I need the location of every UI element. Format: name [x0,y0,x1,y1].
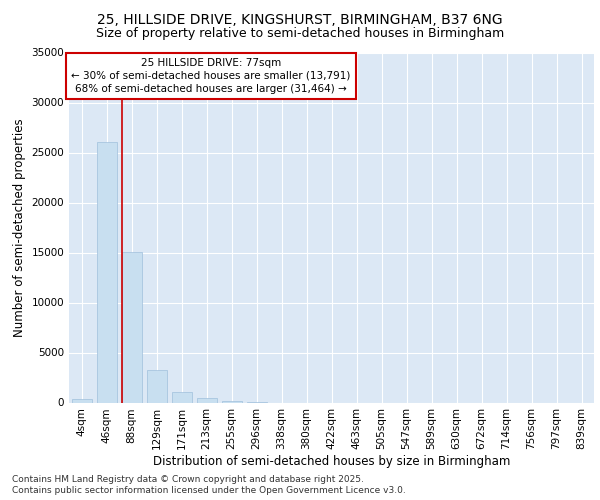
Bar [221,401,241,402]
Text: Size of property relative to semi-detached houses in Birmingham: Size of property relative to semi-detach… [96,28,504,40]
Text: Contains public sector information licensed under the Open Government Licence v3: Contains public sector information licen… [12,486,406,495]
Text: 25 HILLSIDE DRIVE: 77sqm
← 30% of semi-detached houses are smaller (13,791)
68% : 25 HILLSIDE DRIVE: 77sqm ← 30% of semi-d… [71,58,350,94]
Bar [172,392,191,402]
Bar [197,398,217,402]
Text: 25, HILLSIDE DRIVE, KINGSHURST, BIRMINGHAM, B37 6NG: 25, HILLSIDE DRIVE, KINGSHURST, BIRMINGH… [97,12,503,26]
Bar [71,399,91,402]
Y-axis label: Number of semi-detached properties: Number of semi-detached properties [13,118,26,337]
X-axis label: Distribution of semi-detached houses by size in Birmingham: Distribution of semi-detached houses by … [153,455,510,468]
Bar [97,142,116,402]
Bar [121,252,142,402]
Text: Contains HM Land Registry data © Crown copyright and database right 2025.: Contains HM Land Registry data © Crown c… [12,475,364,484]
Bar [146,370,167,402]
